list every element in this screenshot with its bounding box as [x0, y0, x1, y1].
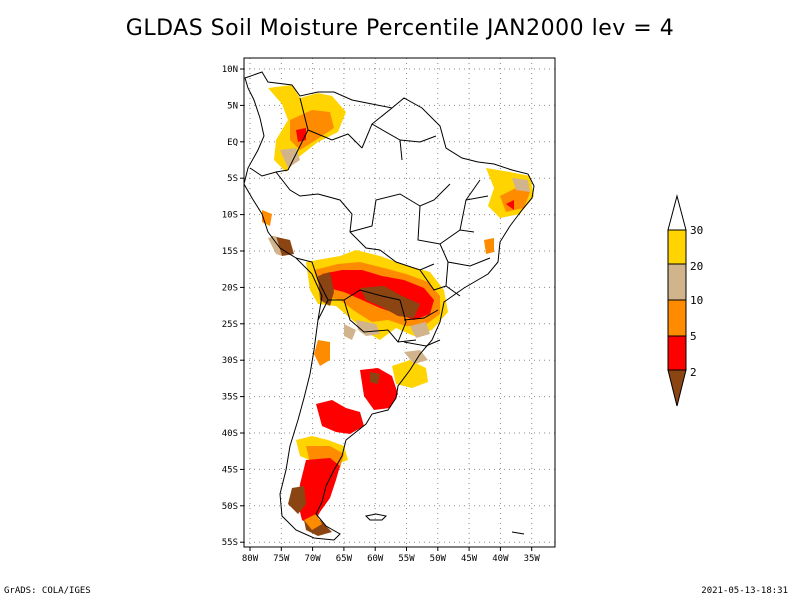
shade-arg-red-2: [316, 400, 364, 434]
lon-tick-label: 55W: [398, 554, 415, 564]
lon-tick-label: 80W: [242, 554, 259, 564]
brazil-states: [403, 179, 491, 347]
latitude-ticks: 10N 5N EQ 5S 10S 15S 20S 25S 30S 35S 40S 45S 50S 55S: [222, 65, 244, 548]
lon-tick-label: 70W: [304, 554, 321, 564]
shade-central-tan: [356, 320, 430, 338]
shade-ne-brazil-red: [506, 200, 514, 210]
footer-timestamp: 2021-05-13-18:31: [701, 586, 788, 596]
lat-tick-label: 25S: [222, 320, 238, 330]
shade-ne-brazil-tan: [512, 178, 530, 192]
colorbar-bin-2-5: [667, 335, 687, 371]
lat-tick-label: 30S: [222, 356, 238, 366]
country-borders: [249, 97, 451, 343]
lon-tick-label: 40W: [492, 554, 509, 564]
colorbar-bin-20-30: [667, 229, 687, 265]
shade-arg-brown-1: [370, 372, 380, 384]
colorbar-label-10: 10: [690, 294, 703, 307]
lat-tick-label: 10S: [222, 211, 238, 221]
lat-tick-label: 55S: [222, 538, 238, 548]
map-frame: [243, 57, 556, 548]
colorbar-bottom-arrow: [667, 369, 687, 407]
footer-credit: GrADS: COLA/IGES: [4, 586, 91, 596]
south-georgia: [511, 531, 525, 535]
falklands: [364, 513, 388, 521]
lon-tick-label: 45W: [461, 554, 478, 564]
colorbar-label-20: 20: [690, 260, 703, 273]
lat-tick-label: 10N: [222, 65, 238, 75]
lat-tick-label: 35S: [222, 393, 238, 403]
shade-patagonia-red: [298, 458, 340, 526]
colorbar-label-2: 2: [690, 366, 697, 379]
lon-tick-label: 75W: [273, 554, 290, 564]
lat-tick-label: 40S: [222, 429, 238, 439]
lat-tick-label: 20S: [222, 283, 238, 293]
colorbar-label-30: 30: [690, 224, 703, 237]
shade-patagonia-orange: [304, 514, 322, 530]
shade-arg-red-1: [360, 368, 398, 410]
colorbar-label-5: 5: [690, 330, 697, 343]
shade-central-brown: [318, 272, 420, 318]
shade-uruguay-yellow: [392, 360, 428, 388]
colorbar-top-arrow: [667, 194, 687, 231]
colorbar-bin-10-20: [667, 263, 687, 301]
lon-tick-label: 65W: [336, 554, 353, 564]
map-title: GLDAS Soil Moisture Percentile JAN2000 l…: [125, 16, 675, 41]
shade-arg-tan: [344, 324, 356, 340]
lon-tick-label: 50W: [430, 554, 447, 564]
lat-tick-label: 5S: [227, 174, 238, 184]
lat-tick-label: EQ: [227, 138, 238, 148]
lon-tick-label: 60W: [367, 554, 384, 564]
longitude-ticks: 80W 75W 70W 65W 60W 55W 50W 45W 40W 35W: [242, 547, 541, 564]
coastline-and-borders: [243, 71, 535, 541]
shade-peru-south-2: [268, 236, 282, 256]
colorbar-bin-5-10: [667, 299, 687, 337]
lat-tick-label: 50S: [222, 502, 238, 512]
lat-tick-label: 5N: [227, 101, 238, 111]
shade-arg-orange-1: [314, 340, 330, 366]
lat-tick-label: 45S: [222, 465, 238, 475]
shade-bahia: [484, 238, 494, 254]
shade-ne-brazil-orange: [500, 186, 530, 212]
lat-tick-label: 15S: [222, 247, 238, 257]
shade-tan-north: [280, 148, 300, 168]
colorbar: 30 20 10 5 2: [667, 194, 703, 407]
shade-uruguay-tan: [404, 350, 428, 364]
soil-moisture-shading: [262, 85, 534, 536]
lon-tick-label: 35W: [524, 554, 541, 564]
